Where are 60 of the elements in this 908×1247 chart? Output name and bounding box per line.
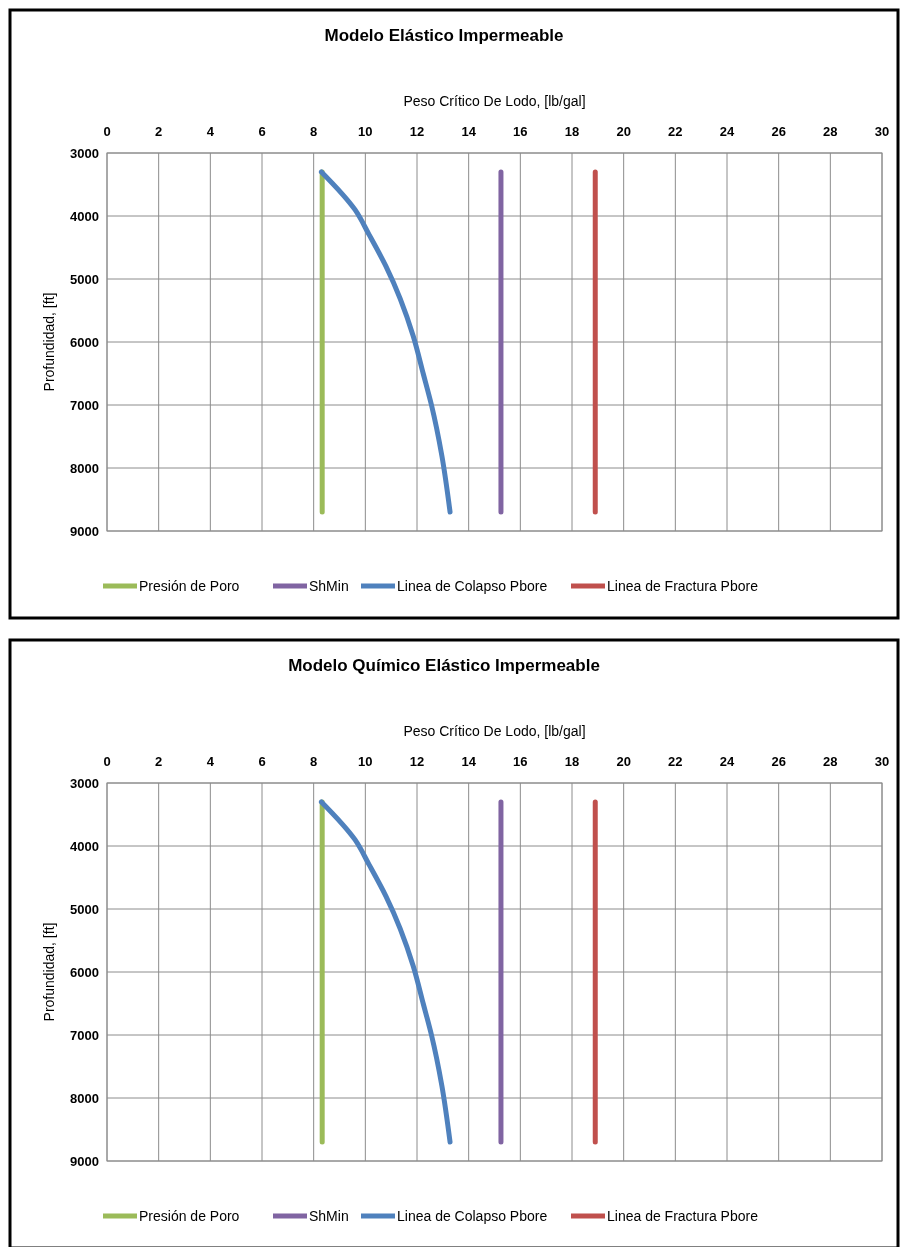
x-tick-label: 26 [771,754,786,769]
legend-label: ShMin [309,578,349,594]
y-tick-label: 4000 [70,209,99,224]
x-tick-label: 16 [513,754,528,769]
y-tick-label: 7000 [70,1028,99,1043]
x-tick-label: 6 [258,754,266,769]
y-tick-label: 7000 [70,398,99,413]
x-tick-label: 2 [155,754,163,769]
x-tick-label: 12 [409,124,425,139]
x-tick-label: 12 [409,754,425,769]
y-tick-label: 9000 [70,524,99,539]
legend-label: Linea de Colapso Pbore [397,1208,548,1224]
x-tick-label: 6 [258,124,266,139]
x-tick-label: 8 [310,754,318,769]
x-tick-label: 20 [616,124,631,139]
y-tick-label: 9000 [70,1154,99,1169]
x-tick-label: 22 [668,124,683,139]
x-tick-label: 2 [155,124,163,139]
x-tick-label: 18 [564,124,580,139]
x-tick-label: 4 [206,754,215,769]
legend-label: Linea de Colapso Pbore [397,578,548,594]
x-axis-title: Peso Crítico De Lodo, [lb/gal] [403,723,586,739]
x-tick-label: 0 [103,124,111,139]
y-tick-label: 8000 [70,1091,99,1106]
y-axis-title: Profundidad, [ft] [41,292,57,392]
chart-title: Modelo Químico Elástico Impermeable [288,656,600,675]
x-tick-label: 14 [461,124,477,139]
legend-label: Linea de Fractura Pbore [607,1208,759,1224]
y-tick-label: 6000 [70,965,99,980]
chart-title: Modelo Elástico Impermeable [324,26,564,45]
x-axis-title: Peso Crítico De Lodo, [lb/gal] [403,93,586,109]
x-tick-label: 0 [103,754,111,769]
y-tick-label: 3000 [70,146,99,161]
x-tick-label: 28 [823,124,838,139]
legend-label: ShMin [309,1208,349,1224]
y-tick-label: 3000 [70,776,99,791]
y-tick-label: 4000 [70,839,99,854]
x-tick-label: 4 [206,124,215,139]
x-tick-label: 20 [616,754,631,769]
x-tick-label: 8 [310,124,318,139]
y-tick-label: 5000 [70,272,99,287]
x-tick-label: 14 [461,754,477,769]
x-tick-label: 28 [823,754,838,769]
x-tick-label: 24 [719,124,735,139]
y-tick-label: 8000 [70,461,99,476]
x-tick-label: 30 [874,124,890,139]
y-axis-title: Profundidad, [ft] [41,922,57,1022]
y-tick-label: 6000 [70,335,99,350]
legend-label: Linea de Fractura Pbore [607,578,759,594]
legend-label: Presión de Poro [139,578,240,594]
x-tick-label: 24 [719,754,735,769]
x-tick-label: 10 [358,124,373,139]
x-tick-label: 10 [358,754,373,769]
x-tick-label: 30 [874,754,890,769]
x-tick-label: 18 [564,754,580,769]
legend-label: Presión de Poro [139,1208,240,1224]
x-tick-label: 22 [668,754,683,769]
x-tick-label: 26 [771,124,786,139]
x-tick-label: 16 [513,124,528,139]
y-tick-label: 5000 [70,902,99,917]
